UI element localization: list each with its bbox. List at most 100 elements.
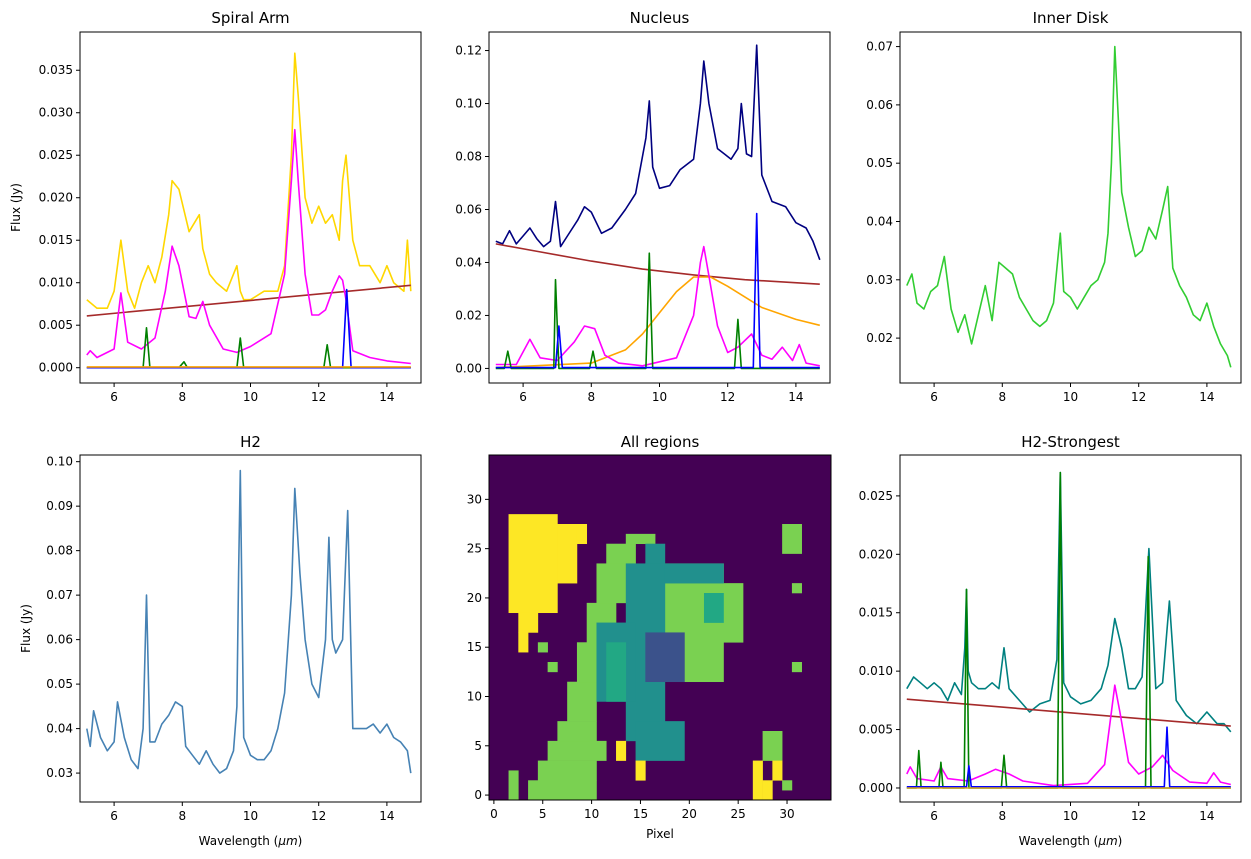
heatmap-region-4-cell [557,721,597,742]
plot-area [489,455,831,800]
panel-title: All regions [621,433,700,451]
y-tick-label: 0.005 [859,723,893,737]
heatmap-region-4-cell [528,780,597,800]
y-tick-label: 5 [474,739,482,753]
series-line-3 [495,245,820,367]
x-tick-label: 8 [178,390,186,404]
x-tick-label: 6 [930,809,938,823]
x-tick-label: 14 [379,390,394,404]
heatmap-region-3-cell [606,642,627,702]
y-tick-label: 0.030 [39,106,73,120]
y-tick-label: 0.05 [866,156,893,170]
x-tick-label: 12 [311,390,326,404]
y-tick-label: 0.015 [859,606,893,620]
heatmap-region-5-cell [557,524,578,584]
x-tick-label: 12 [720,390,735,404]
plot-area [495,44,821,370]
y-tick-label: 25 [467,542,482,556]
x-tick-label: 10 [584,807,599,821]
series-line-1 [86,284,411,317]
y-tick-label: 0.02 [866,331,893,345]
series-line-2 [495,276,820,369]
x-tick-label: 10 [1063,390,1078,404]
y-tick-label: 0.07 [866,40,893,54]
y-tick-label: 0.005 [39,318,73,332]
panel-inner-disk: Inner Disk 6 8 10 12 14 0.02 0.03 0.04 0.05 0.06 0… [866,9,1242,404]
y-tick-label: 0.09 [46,499,73,513]
series-line-4 [495,252,820,370]
y-tick-label: 0.020 [39,191,73,205]
panel-all-regions: All regions Pixel 0 5 10 15 20 25 30 0 5 10 15 20 25… [467,433,832,841]
y-tick-label: 0.05 [46,677,73,691]
heatmap-region-4-cell [606,543,636,564]
heatmap-region-5-cell [518,632,529,653]
heatmap-region-4-cell [567,681,597,722]
panel-nucleus: Nucleus 6 8 10 12 14 0.00 0.02 0.04 0.06 0.08 0.10… [455,9,831,404]
y-tick-label: 0.06 [46,633,73,647]
x-tick-label: 8 [587,390,595,404]
plot-area [86,469,412,774]
heatmap-region-4-cell [508,770,519,800]
y-tick-label: 0.03 [866,273,893,287]
x-tick-label: 6 [110,809,118,823]
series-line-5 [495,212,820,369]
y-tick-label: 0.02 [455,308,482,322]
heatmap-region-4-cell [625,533,656,545]
series-line-4 [86,288,411,369]
panel-title: Inner Disk [1033,9,1109,27]
x-tick-label: 20 [682,807,697,821]
plot-area [906,45,1232,368]
x-tick-label: 12 [311,809,326,823]
heatmap-region-4-cell [537,642,548,653]
y-tick-label: 0.04 [46,722,73,736]
panel-title: Spiral Arm [211,9,289,27]
x-tick-label: 14 [379,809,394,823]
y-tick-label: 0.12 [455,44,482,58]
y-tick-label: 0.04 [866,214,893,228]
series-line-1 [906,698,1231,727]
y-tick-label: 15 [467,640,482,654]
panel-h2: H2 Flux (Jy) Wavelength (μm) 6 8 10 12 14 0.0… [19,433,422,848]
heatmap-region-4-cell [547,740,607,761]
y-tick-label: 0.010 [859,664,893,678]
y-axis-label: Flux (Jy) [19,604,33,653]
heatmap-region-4-cell [782,780,793,791]
y-tick-label: 0.020 [859,547,893,561]
y-tick-label: 0.015 [39,233,73,247]
x-axis-label: Pixel [646,827,674,841]
y-tick-label: 0.08 [455,150,482,164]
series-line-1 [495,243,820,285]
x-tick-label: 5 [539,807,547,821]
y-tick-label: 0.010 [39,276,73,290]
heatmap-region-4-cell [596,563,627,604]
heatmap-region-5-cell [635,760,646,781]
heatmap-region-4-cell [537,760,597,781]
x-tick-label: 0 [490,807,498,821]
x-axis-label: Wavelength (μm) [1019,834,1123,848]
x-tick-label: 6 [930,390,938,404]
y-tick-label: 10 [467,690,482,704]
heatmap-region-5-cell [772,760,783,781]
y-tick-label: 0.025 [39,148,73,162]
y-tick-label: 0.10 [46,455,73,469]
series-line-2 [86,128,411,365]
panel-h2-strongest: H2-Strongest Wavelength (μm) 6 8 10 12 14 0.0… [859,433,1242,848]
x-tick-label: 30 [779,807,794,821]
panel-spiral-arm: Spiral Arm Flux (Jy) 6 8 10 12 14 0.000 0.005 0… [9,9,422,404]
panel-title: H2-Strongest [1021,433,1120,451]
x-tick-label: 25 [731,807,746,821]
y-tick-label: 0.000 [859,781,893,795]
x-tick-label: 6 [110,390,118,404]
y-tick-label: 30 [467,492,482,506]
series-line-0 [495,44,821,261]
series-line-0 [906,45,1232,368]
y-tick-label: 0.025 [859,489,893,503]
x-tick-label: 12 [1131,390,1146,404]
y-tick-label: 20 [467,591,482,605]
heatmap-region-4-cell [791,662,802,673]
y-tick-label: 0.035 [39,63,73,77]
heatmap-region-4-cell [791,583,802,594]
x-tick-label: 10 [243,390,258,404]
axes-frame [488,454,832,801]
